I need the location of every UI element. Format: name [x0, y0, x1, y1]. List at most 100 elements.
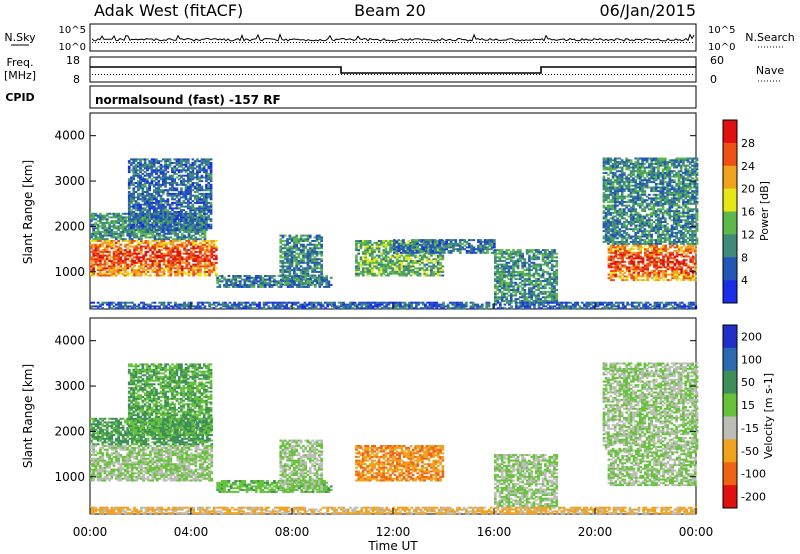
heatmap-cell — [621, 273, 624, 276]
heatmap-cell — [141, 176, 145, 179]
heatmap-cell — [191, 216, 195, 219]
heatmap-cell — [550, 258, 554, 261]
heatmap-cell — [311, 247, 314, 250]
heatmap-cell — [496, 287, 499, 290]
heatmap-cell — [152, 227, 156, 230]
heatmap-cell — [653, 266, 656, 269]
heatmap-cell — [270, 285, 274, 288]
heatmap-cell — [193, 229, 197, 232]
heatmap-cell — [532, 294, 536, 297]
heatmap-cell — [200, 227, 204, 230]
heatmap-cell — [169, 256, 173, 259]
heatmap-cell — [182, 223, 186, 226]
heatmap-cell — [496, 292, 499, 295]
heatmap-cell — [196, 267, 200, 270]
heatmap-cell — [215, 272, 218, 275]
heatmap-cell — [200, 158, 204, 161]
heatmap-cell — [173, 171, 176, 174]
heatmap-cell — [165, 241, 168, 244]
heatmap-cell — [164, 172, 167, 175]
heatmap-cell — [171, 183, 174, 186]
heatmap-cell — [135, 247, 139, 250]
heatmap-cell — [121, 269, 125, 272]
heatmap-cell — [176, 243, 180, 246]
heatmap-cell — [159, 216, 163, 219]
heatmap-cell — [205, 203, 208, 206]
heatmap-cell — [241, 284, 244, 286]
heatmap-cell — [534, 265, 538, 268]
heatmap-cell — [166, 165, 170, 168]
heatmap-cell — [149, 231, 152, 233]
heatmap-cell — [295, 258, 298, 261]
heatmap-cell — [190, 258, 193, 261]
heatmap-cell — [311, 258, 314, 261]
heatmap-cell — [609, 262, 613, 265]
heatmap-cell — [483, 242, 487, 245]
heatmap-cell — [133, 272, 136, 275]
heatmap-cell — [286, 278, 289, 281]
heatmap-cell — [407, 256, 411, 259]
heatmap-cell — [150, 171, 154, 174]
heatmap-cell — [436, 251, 439, 254]
heatmap-cell — [96, 267, 100, 270]
heatmap-cell — [391, 263, 395, 266]
heatmap-cell — [234, 280, 238, 283]
heatmap-cell — [146, 169, 149, 172]
heatmap-cell — [655, 251, 658, 254]
heatmap-cell — [671, 253, 674, 256]
heatmap-cell — [149, 265, 152, 268]
heatmap-cell — [187, 243, 191, 246]
heatmap-cell — [653, 279, 656, 282]
heatmap-cell — [641, 275, 645, 278]
heatmap-cell — [151, 270, 155, 273]
heatmap-cell — [434, 267, 438, 270]
heatmap-cell — [514, 274, 518, 277]
heatmap-cell — [146, 198, 149, 201]
heatmap-cell — [528, 289, 531, 291]
heatmap-cell — [525, 278, 529, 281]
heatmap-cell — [137, 250, 141, 253]
heatmap-cell — [187, 174, 190, 177]
heatmap-cell — [198, 200, 201, 203]
heatmap-cell — [182, 216, 186, 219]
heatmap-cell — [286, 256, 289, 259]
heatmap-cell — [366, 258, 370, 261]
heatmap-cell — [366, 272, 370, 275]
heatmap-cell — [500, 283, 504, 286]
heatmap-cell — [190, 241, 193, 244]
heatmap-cell — [648, 260, 652, 263]
heatmap-cell — [105, 274, 109, 277]
heatmap-cell — [431, 244, 435, 247]
heatmap-cell — [121, 238, 125, 241]
heatmap-cell — [534, 285, 538, 288]
heatmap-cell — [162, 243, 166, 246]
heatmap-cell — [283, 256, 287, 259]
heatmap-cell — [516, 287, 520, 290]
heatmap-cell — [144, 260, 148, 262]
heatmap-cell — [202, 211, 206, 213]
heatmap-cell — [429, 244, 433, 247]
heatmap-cell — [282, 278, 285, 281]
heatmap-cell — [468, 251, 471, 254]
heatmap-cell — [166, 194, 170, 197]
heatmap-cell — [678, 262, 681, 265]
heatmap-cell — [208, 274, 211, 277]
heatmap-cell — [199, 274, 202, 277]
heatmap-cell — [306, 272, 310, 275]
heatmap-cell — [96, 245, 100, 248]
heatmap-cell — [134, 229, 138, 232]
heatmap-cell — [304, 274, 308, 277]
heatmap-cell — [441, 243, 445, 246]
heatmap-cell — [200, 200, 204, 203]
heatmap-cell — [516, 249, 520, 252]
heatmap-cell — [196, 185, 199, 188]
heatmap-cell — [320, 236, 323, 239]
heatmap-cell — [137, 163, 140, 166]
heatmap-cell — [110, 260, 114, 262]
heatmap-cell — [380, 241, 383, 244]
heatmap-cell — [490, 242, 494, 245]
heatmap-cell — [169, 214, 173, 217]
heatmap-cell — [283, 283, 287, 286]
heatmap-cell — [306, 249, 310, 252]
heatmap-cell — [671, 260, 674, 263]
